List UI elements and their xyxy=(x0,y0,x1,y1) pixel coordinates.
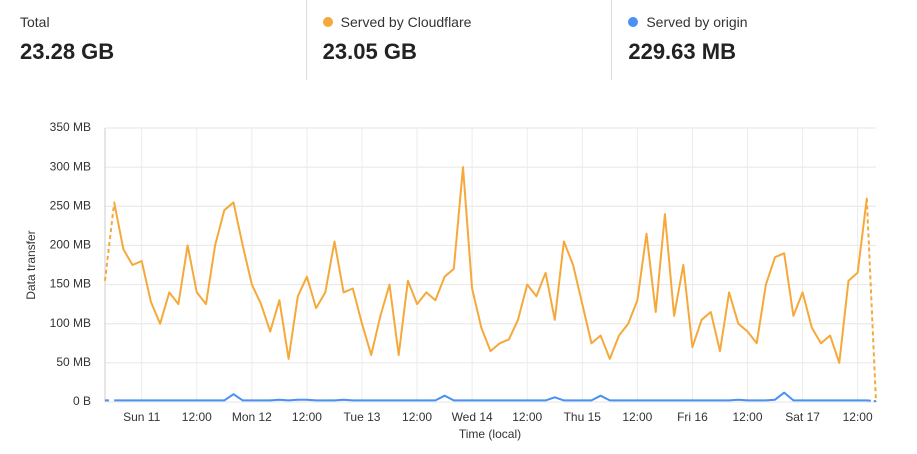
x-axis-title: Time (local) xyxy=(459,427,521,441)
x-tick-label: Thu 15 xyxy=(564,410,602,424)
series-line xyxy=(104,166,877,403)
x-tick-label: 12:00 xyxy=(182,410,212,424)
y-tick-label: 250 MB xyxy=(50,198,91,212)
stat-label: Served by Cloudflare xyxy=(322,13,612,31)
x-tick-label: 12:00 xyxy=(843,410,873,424)
chart: Data transfer Time (local) 0 B 50 MB 100 M… xyxy=(24,120,877,441)
series-line xyxy=(105,391,877,403)
legend-dot xyxy=(322,17,333,27)
legend-dot xyxy=(628,17,639,27)
x-tick-label: Sat 17 xyxy=(785,410,820,424)
y-tick-label: 150 MB xyxy=(50,277,91,291)
x-tick-label: 12:00 xyxy=(402,410,432,424)
stat: Total 23.28 GB xyxy=(0,0,306,80)
stat-value: 23.28 GB xyxy=(20,39,115,64)
stat-label: Served by origin xyxy=(628,13,917,31)
x-tick-label: 12:00 xyxy=(292,410,322,424)
x-tick-label: Tue 13 xyxy=(344,410,381,424)
stat: Served by Cloudflare 23.05 GB xyxy=(305,0,612,80)
x-tick-label: 12:00 xyxy=(622,410,652,424)
y-tick-label: 50 MB xyxy=(56,355,91,369)
label-text: Total xyxy=(20,14,50,30)
label-text[interactable]: Served by origin xyxy=(646,14,748,30)
y-tick-label: 350 MB xyxy=(50,120,91,134)
x-tick-label: Wed 14 xyxy=(452,410,493,424)
x-tick-label: 12:00 xyxy=(512,410,542,424)
stat: Served by origin 229.63 MB xyxy=(611,0,917,80)
x-tick-label: 12:00 xyxy=(732,410,762,424)
x-tick-label: Fri 16 xyxy=(677,410,708,424)
label-text[interactable]: Served by Cloudflare xyxy=(340,14,472,30)
stats: Total 23.28 GB Served by Cloudflare 23.0… xyxy=(0,0,917,80)
y-tick-label: 300 MB xyxy=(50,159,91,173)
y-tick-label: 200 MB xyxy=(50,238,91,252)
stat-value: 229.63 MB xyxy=(628,39,736,64)
y-tick-label: 0 B xyxy=(73,394,91,408)
x-tick-label: Mon 12 xyxy=(232,410,272,424)
x-tick-label: Sun 11 xyxy=(123,410,160,424)
stat-label: Total xyxy=(20,13,306,31)
y-axis-title: Data transfer xyxy=(24,230,38,299)
y-tick-label: 100 MB xyxy=(50,316,91,330)
stat-value: 23.05 GB xyxy=(322,39,417,64)
